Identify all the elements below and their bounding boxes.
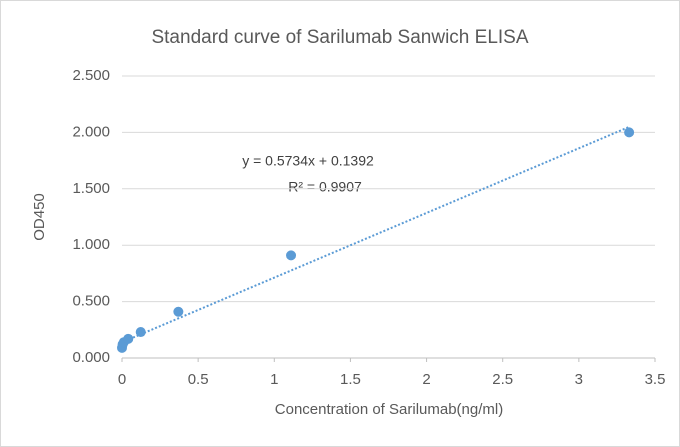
y-tick-label: 2.000 bbox=[72, 123, 110, 140]
data-point bbox=[123, 333, 134, 344]
x-tick-label: 2 bbox=[422, 371, 430, 388]
y-tick-label: 0.000 bbox=[72, 349, 110, 366]
data-point bbox=[624, 127, 635, 138]
x-tick-label: 3 bbox=[575, 371, 583, 388]
trendline-equation: y = 0.5734x + 0.1392 bbox=[242, 153, 374, 169]
data-point bbox=[173, 306, 184, 317]
chart-title: Standard curve of Sarilumab Sanwich ELIS… bbox=[151, 27, 528, 48]
x-tick-label: 1 bbox=[270, 371, 278, 388]
y-tick-label: 0.500 bbox=[72, 293, 110, 310]
x-axis-title: Concentration of Sarilumab(ng/ml) bbox=[275, 401, 503, 418]
y-tick-label: 1.500 bbox=[72, 180, 110, 197]
x-tick-label: 0 bbox=[118, 371, 126, 388]
y-tick-label: 1.000 bbox=[72, 236, 110, 253]
x-tick-label: 3.5 bbox=[645, 371, 666, 388]
y-tick-label: 2.500 bbox=[72, 67, 110, 84]
r-squared: R² = 0.9907 bbox=[288, 179, 362, 195]
data-point bbox=[286, 250, 297, 261]
y-axis-title: OD450 bbox=[31, 193, 48, 241]
x-tick-label: 0.5 bbox=[188, 371, 209, 388]
x-tick-label: 1.5 bbox=[340, 371, 361, 388]
x-tick-label: 2.5 bbox=[492, 371, 513, 388]
data-point bbox=[135, 327, 146, 338]
